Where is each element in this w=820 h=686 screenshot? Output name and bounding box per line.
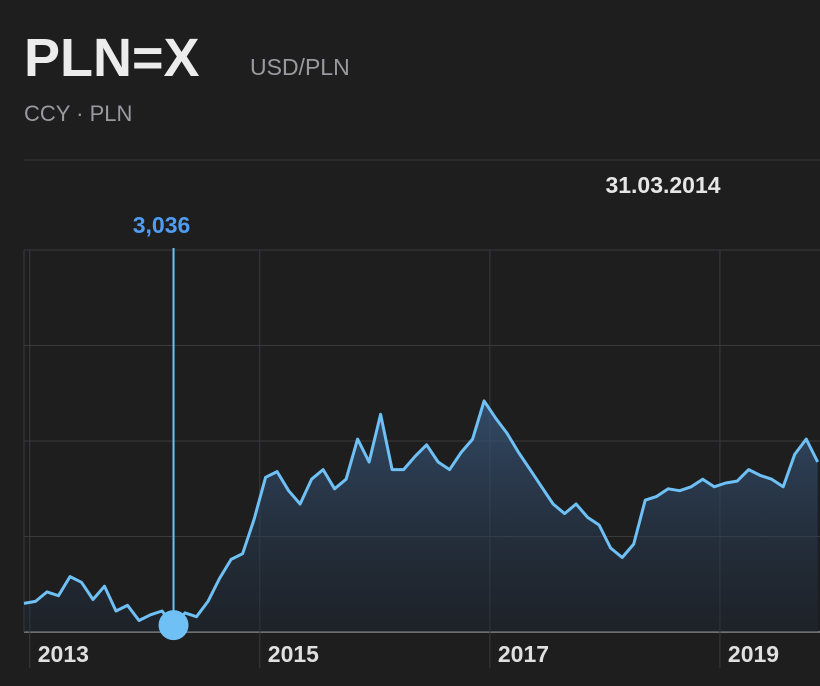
x-tick-label: 2019: [728, 641, 779, 667]
pair-name: USD/PLN: [250, 54, 350, 80]
x-tick-label: 2013: [38, 641, 89, 667]
price-line: [23, 399, 820, 627]
selected-value: 3,036: [133, 212, 191, 238]
meta: CCY · PLN: [24, 101, 132, 126]
symbol: PLN=X: [24, 28, 200, 88]
selected-date: 31.03.2014: [605, 172, 720, 198]
selected-point: [158, 610, 189, 641]
area-fill: [24, 400, 818, 632]
x-tick-label: 2017: [498, 641, 549, 667]
x-tick-label: 2015: [268, 641, 319, 667]
plot: 2013 2015 2017 2019 3,036: [23, 212, 820, 668]
